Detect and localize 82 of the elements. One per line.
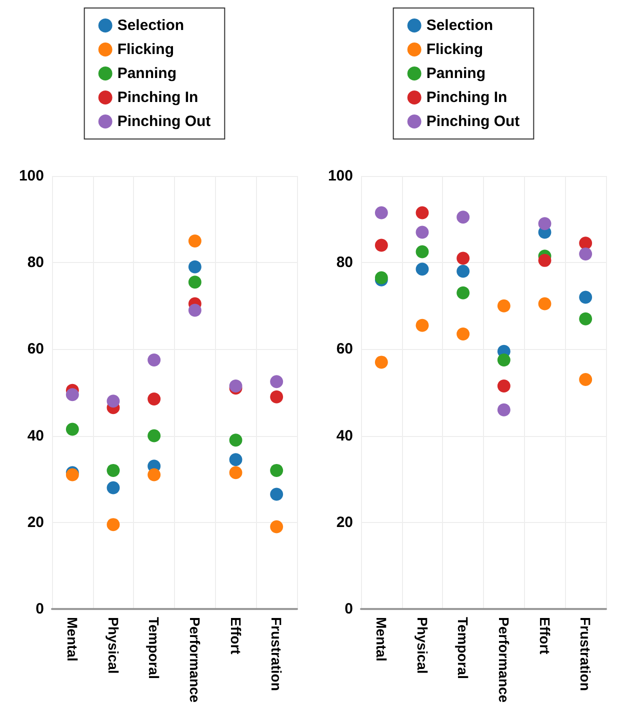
x-tick-label: Frustration: [268, 617, 285, 691]
x-tick-label: Effort: [536, 617, 553, 655]
point: [66, 422, 79, 436]
y-tick-label: 80: [336, 254, 353, 272]
point: [106, 394, 120, 408]
point: [579, 312, 592, 326]
y-tick-label: 100: [328, 168, 353, 184]
point: [270, 390, 284, 404]
y-tick-label: 100: [18, 168, 44, 184]
point: [229, 380, 242, 392]
point: [416, 318, 429, 332]
point: [270, 375, 284, 388]
point: [416, 262, 429, 276]
x-tick-label: Physical: [105, 617, 122, 674]
point: [148, 468, 161, 482]
point: [538, 254, 552, 267]
point: [148, 392, 161, 406]
point: [270, 464, 284, 477]
point: [579, 290, 592, 304]
point: [229, 453, 242, 466]
point: [538, 297, 552, 310]
point: [416, 206, 429, 220]
point: [188, 276, 202, 289]
point: [456, 252, 470, 265]
x-tick-label: Effort: [228, 617, 244, 655]
point: [579, 373, 592, 386]
point: [66, 388, 79, 402]
legend-label: Selection: [426, 17, 494, 34]
point: [497, 354, 510, 367]
x-tick-label: Mental: [64, 617, 80, 662]
legend-label: Flicking: [426, 41, 484, 58]
legend-label: Flicking: [117, 41, 174, 58]
point: [456, 210, 470, 224]
point: [188, 234, 202, 248]
y-tick-label: 80: [27, 254, 44, 272]
point: [579, 236, 592, 250]
legend-label: Pinching In: [426, 89, 508, 106]
point: [374, 238, 388, 252]
point: [456, 328, 470, 341]
point: [416, 226, 429, 239]
x-tick-label: Performance: [496, 617, 512, 703]
y-tick-label: 60: [27, 340, 44, 358]
x-tick-label: Temporal: [455, 617, 472, 679]
point: [148, 429, 161, 442]
point: [456, 286, 470, 300]
y-tick-label: 20: [336, 514, 353, 531]
x-tick-label: Performance: [186, 617, 203, 703]
x-tick-label: Frustration: [578, 617, 594, 691]
point: [579, 247, 592, 260]
point: [374, 356, 388, 369]
y-tick-label: 60: [336, 340, 353, 358]
point: [497, 380, 510, 392]
point: [538, 217, 552, 230]
legend-label: Pinching In: [117, 89, 198, 106]
x-tick-label: Temporal: [146, 617, 162, 679]
x-tick-label: Physical: [414, 617, 430, 674]
point: [148, 354, 161, 367]
point: [374, 206, 388, 220]
legend-label: Pinching Out: [117, 113, 211, 130]
y-tick-label: 20: [27, 514, 44, 531]
legend-label: Panning: [426, 65, 486, 82]
point: [188, 260, 202, 274]
x-tick-label: Mental: [373, 617, 390, 662]
y-tick-label: 40: [27, 427, 44, 444]
point: [497, 299, 510, 312]
y-tick-label: 0: [36, 600, 44, 618]
point: [270, 520, 284, 534]
point: [106, 518, 120, 532]
point: [456, 264, 470, 278]
point: [229, 434, 242, 447]
y-tick-label: 0: [344, 600, 353, 618]
y-tick-label: 40: [336, 427, 353, 444]
point: [270, 488, 284, 501]
point: [106, 464, 120, 477]
legend-label: Pinching Out: [426, 113, 520, 130]
point: [416, 245, 429, 258]
point: [188, 304, 202, 317]
point: [106, 481, 120, 494]
point: [497, 403, 510, 416]
point: [229, 466, 242, 480]
legend-label: Selection: [117, 17, 184, 34]
legend-label: Panning: [117, 65, 177, 82]
